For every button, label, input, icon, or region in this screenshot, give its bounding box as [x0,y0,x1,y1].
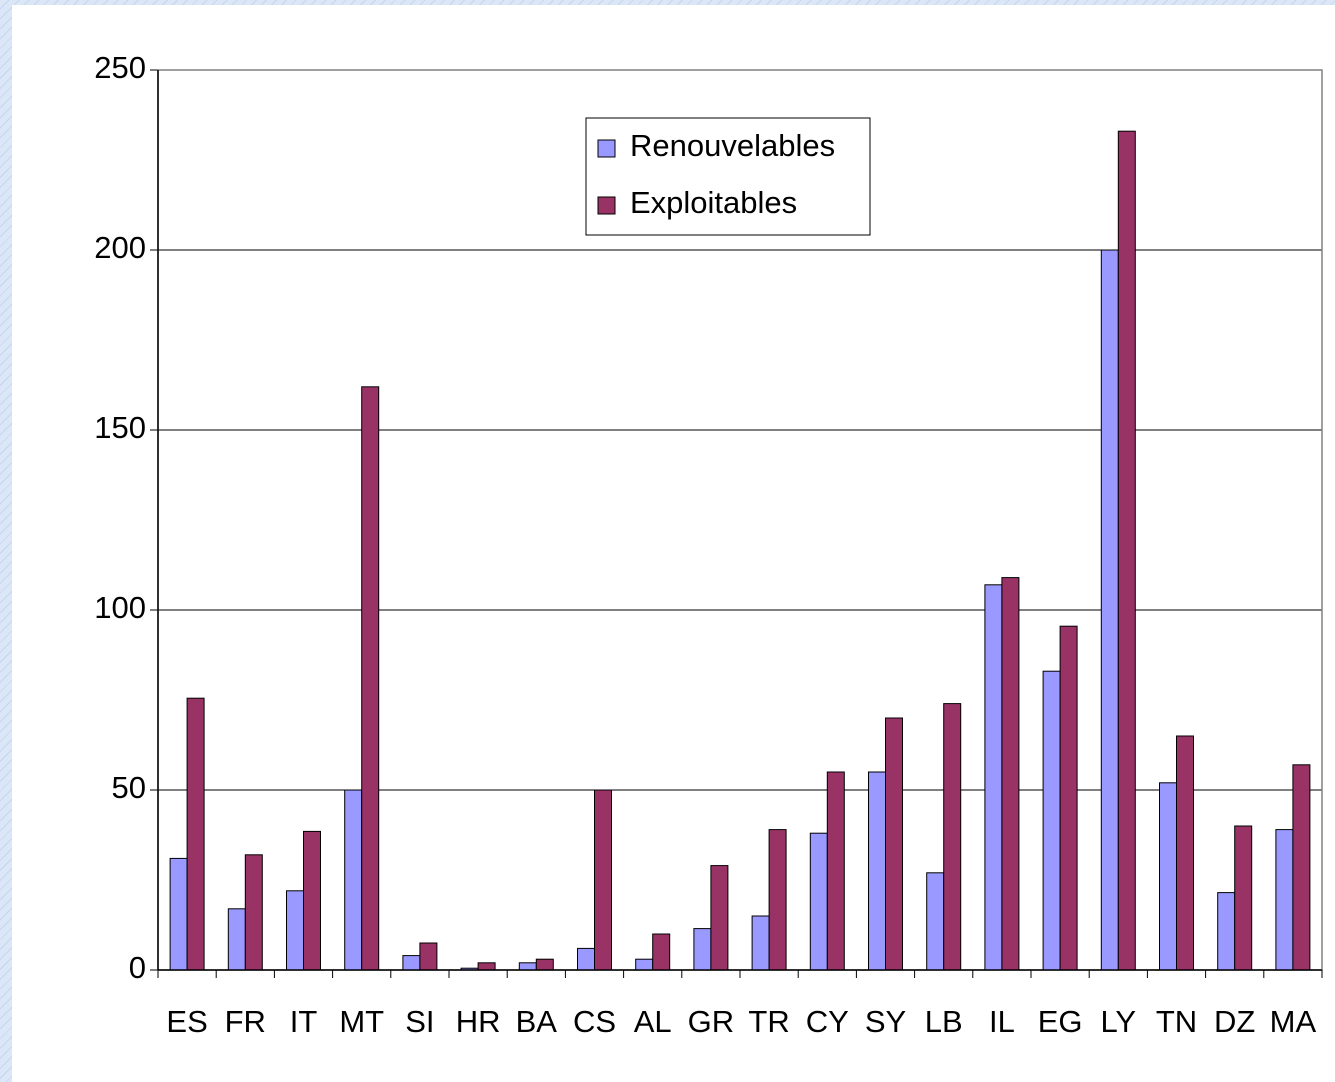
x-tick-label: SY [865,1004,906,1039]
x-tick-label: CY [806,1004,849,1039]
y-tick-label: 0 [129,950,146,985]
bar [402,955,421,971]
bar [477,962,496,971]
bar [1176,735,1194,971]
bar [751,915,770,971]
bar [984,584,1003,971]
x-tick-label: MA [1270,1004,1317,1039]
legend-box [585,117,871,236]
y-tick-label: 100 [94,590,146,625]
legend-swatch [597,196,616,215]
y-tick-label: 50 [112,770,146,805]
bar [344,789,363,971]
x-tick-label: EG [1038,1004,1083,1039]
bar [652,933,671,971]
bar [1100,249,1119,971]
x-tick-label: MT [339,1004,384,1039]
bar [1159,782,1177,971]
y-tick-label: 200 [94,230,146,265]
bar [693,928,712,971]
bar [1234,825,1253,971]
x-tick-label: SI [405,1004,434,1039]
bar [926,872,945,971]
bar [809,832,828,971]
bar [943,703,962,971]
y-tick-label: 150 [94,410,146,445]
x-tick-label: HR [456,1004,501,1039]
legend-label: Exploitables [630,185,797,220]
bar [885,717,903,971]
legend-swatch [597,139,616,158]
bar [419,942,438,971]
x-tick-label: LY [1100,1004,1136,1039]
x-tick-label: IT [290,1004,318,1039]
bar [1217,892,1236,971]
bar [169,857,188,971]
bar [303,830,321,971]
x-tick-label: ES [166,1004,207,1039]
bar [826,771,845,971]
bar [518,962,537,971]
x-tick-label: IL [989,1004,1015,1039]
bar [244,854,263,971]
bar [227,908,246,971]
x-tick-label: TN [1156,1004,1197,1039]
bar [768,829,787,971]
bar [594,789,612,971]
x-tick-label: GR [688,1004,735,1039]
x-tick-label: DZ [1214,1004,1255,1039]
y-tick-label: 250 [94,50,146,85]
bar [1042,670,1061,971]
bar [186,697,205,971]
bar [1275,829,1294,971]
bar [535,958,554,971]
bar [635,958,654,971]
bar [577,947,595,971]
x-tick-label: LB [925,1004,963,1039]
x-tick-label: TR [748,1004,789,1039]
bar [1117,130,1136,971]
x-tick-label: AL [634,1004,672,1039]
bar [361,386,380,971]
bar [710,865,729,971]
bar [286,890,304,971]
legend-label: Renouvelables [630,128,835,163]
bar [1059,625,1078,971]
x-tick-label: FR [225,1004,266,1039]
bar [1001,577,1020,971]
bar [1292,764,1311,971]
x-tick-label: BA [516,1004,558,1039]
x-tick-label: CS [573,1004,616,1039]
bar [868,771,886,971]
